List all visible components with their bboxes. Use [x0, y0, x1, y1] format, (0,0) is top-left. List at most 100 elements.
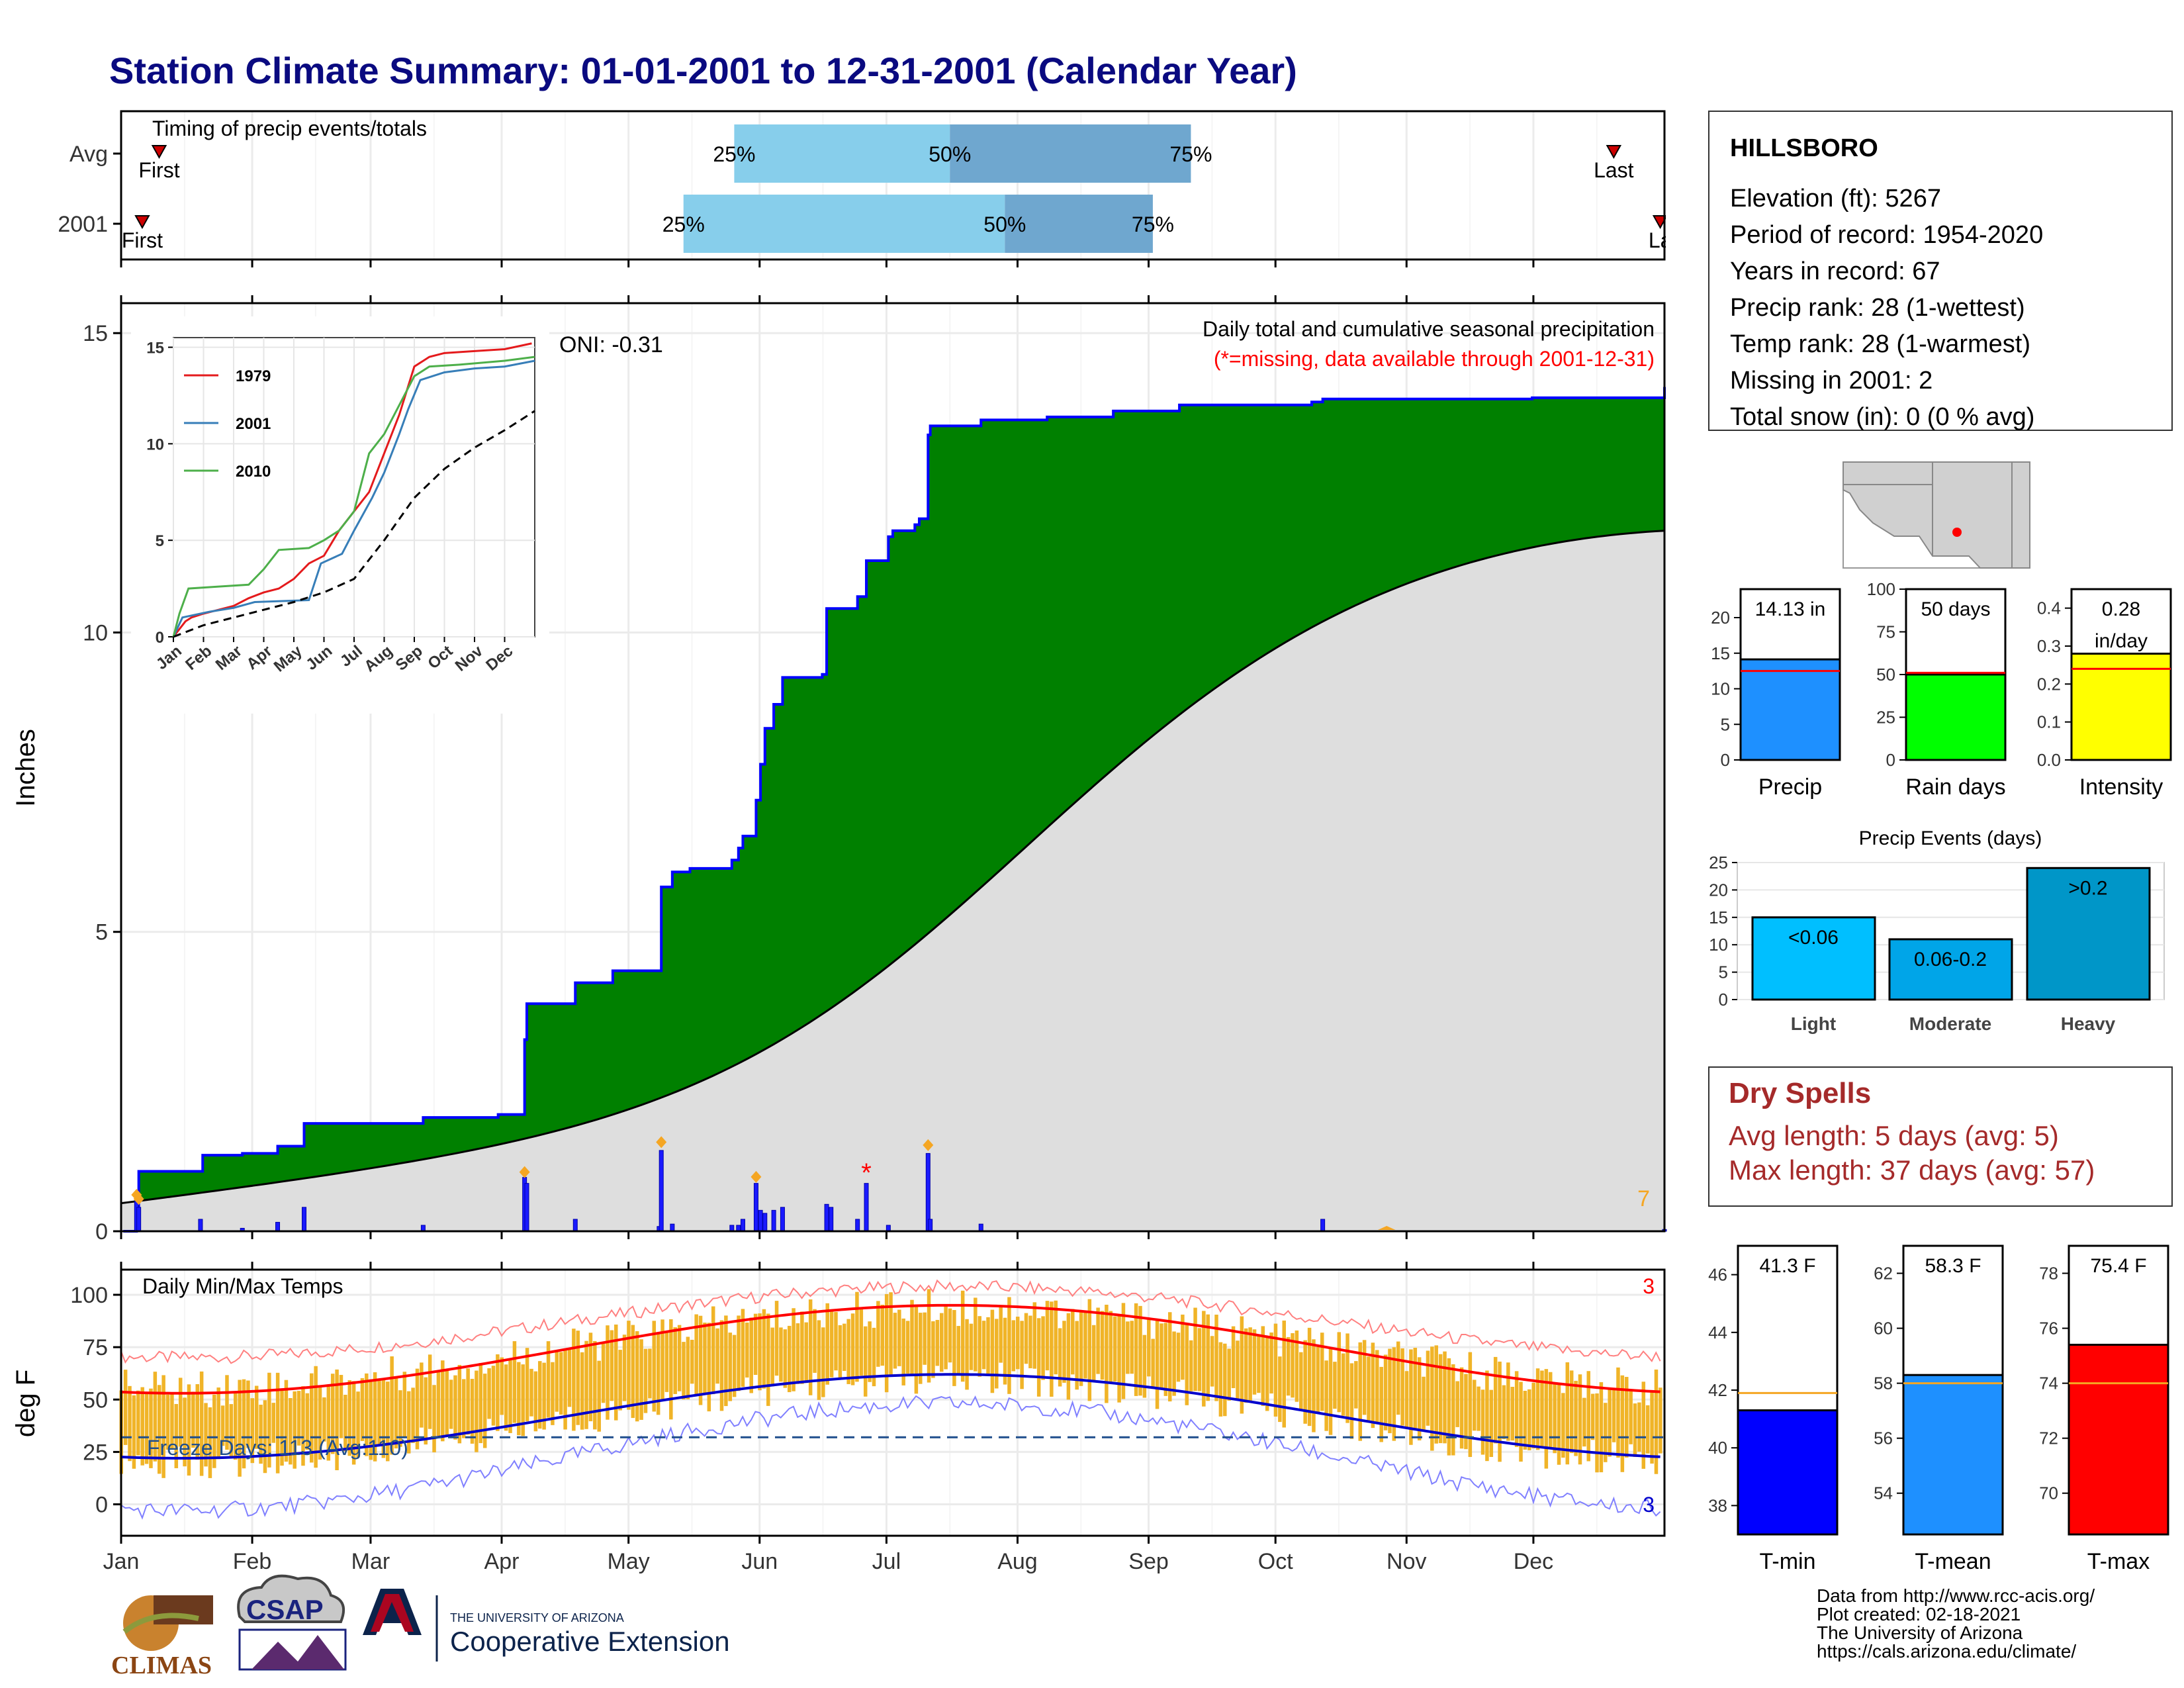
daily-temp-bar — [1354, 1361, 1358, 1409]
daily-temp-bar — [884, 1293, 889, 1393]
daily-temp-bar — [289, 1398, 293, 1465]
daily-temp-bar — [1007, 1297, 1011, 1394]
daily-temp-bar — [698, 1315, 703, 1405]
daily-temp-bar — [1181, 1314, 1185, 1380]
daily-temp-bar — [745, 1322, 749, 1378]
mini-bar-value: 50 days — [1921, 598, 1990, 620]
precip-event-bar-label: 0.06-0.2 — [1914, 949, 1987, 970]
daily-temp-bar — [1071, 1309, 1075, 1375]
mini-bar-ytick-label: 15 — [1711, 643, 1730, 663]
daily-temp-bar — [1193, 1307, 1197, 1391]
daily-temp-bar — [242, 1379, 246, 1469]
daily-temp-bar — [1223, 1343, 1227, 1417]
daily-temp-bar — [301, 1386, 305, 1466]
mini-bar-ytick-label: 100 — [1867, 579, 1895, 599]
daily-temp-bar — [656, 1332, 660, 1415]
daily-temp-bar — [538, 1361, 542, 1429]
daily-temp-bar — [1105, 1304, 1109, 1403]
daily-temp-bar — [1404, 1371, 1409, 1429]
daily-temp-bar — [1206, 1314, 1210, 1401]
mini-bar-value: 0.28 — [2102, 598, 2140, 620]
ua-big-text: Cooperative Extension — [450, 1626, 730, 1657]
daily-temp-bar — [792, 1308, 796, 1391]
daily-temp-bar — [1578, 1374, 1582, 1465]
daily-temp-bar — [1388, 1348, 1392, 1434]
daily-temp-bar — [293, 1391, 296, 1469]
daily-temp-bar — [1117, 1313, 1121, 1403]
daily-temp-bar — [360, 1378, 365, 1441]
daily-temp-bar — [420, 1362, 424, 1428]
timing-bar-50-75 — [1005, 195, 1153, 253]
daily-temp-bar — [1214, 1314, 1218, 1401]
daily-temp-bar — [622, 1335, 627, 1401]
daily-temp-bar — [271, 1403, 276, 1443]
temp-bar-ytick-label: 78 — [2039, 1264, 2058, 1284]
daily-temp-bar — [335, 1369, 339, 1471]
summary-bars: 0 5 10 15 20 14.13 in Precip 0 25 50 75 100 50 days R… — [1711, 579, 2172, 800]
timing-pct-label: 75% — [1132, 212, 1174, 236]
cumulative-2001-line — [123, 387, 1666, 1233]
daily-temp-bar — [1477, 1386, 1480, 1431]
daily-precip-bar — [928, 1219, 933, 1232]
daily-temp-bar — [1604, 1403, 1608, 1462]
mini-bar-value-unit: in/day — [2095, 630, 2148, 652]
temp-bar-ytick-label: 70 — [2039, 1483, 2058, 1503]
daily-temp-bar — [310, 1373, 314, 1463]
temp-bar-label: T-min — [1760, 1549, 1816, 1574]
daily-temp-bar — [377, 1379, 381, 1444]
daily-temp-bar — [1075, 1321, 1079, 1390]
daily-temp-bar — [910, 1299, 914, 1374]
station-info-box: HILLSBORO Elevation (ft): 5267 Period of … — [1708, 111, 2173, 431]
daily-temp-bar — [1498, 1361, 1502, 1462]
temp-bar-ytick-label: 42 — [1708, 1380, 1727, 1400]
temp-bar-ytick-label: 58 — [1874, 1374, 1893, 1393]
inset-series-2001 — [172, 359, 535, 637]
first-marker — [134, 215, 150, 230]
daily-temp-bar — [610, 1330, 614, 1401]
temp-bar-ytick-label: 54 — [1874, 1483, 1893, 1503]
daily-temp-bar — [1265, 1336, 1269, 1411]
daily-temp-bar — [593, 1340, 597, 1430]
daily-temp-bar — [1003, 1317, 1007, 1385]
daily-temp-bar — [1257, 1335, 1261, 1393]
daily-temp-bar — [351, 1381, 356, 1465]
daily-temp-bar — [1417, 1357, 1422, 1440]
daily-temp-bar — [398, 1390, 402, 1447]
daily-temp-bar — [1485, 1370, 1489, 1462]
first-label: First — [122, 228, 163, 252]
daily-temp-bar — [1375, 1350, 1379, 1423]
daily-precip-bar — [740, 1219, 745, 1232]
daily-temp-bar — [280, 1389, 284, 1466]
daily-temp-bar — [1041, 1316, 1045, 1380]
daily-precip-bar — [1320, 1219, 1326, 1232]
temp-ytick-label: 75 — [83, 1335, 108, 1360]
daily-temp-bar — [161, 1375, 165, 1478]
daily-temp-bar — [153, 1372, 158, 1462]
daily-temp-bar — [132, 1395, 136, 1469]
temp-bar-label: T-max — [2087, 1549, 2150, 1574]
daily-temp-bar — [1506, 1362, 1510, 1441]
daily-temp-bar — [1167, 1312, 1172, 1402]
daily-temp-bar — [356, 1391, 360, 1458]
freeze-days: Freeze Days: 113 (Avg:110) — [147, 1436, 408, 1460]
daily-temp-bar — [664, 1332, 669, 1392]
daily-temp-bar — [614, 1324, 618, 1421]
daily-temp-bar — [1096, 1307, 1100, 1374]
mini-bar-label: Rain days — [1905, 774, 2005, 800]
inset-ytick-label: 5 — [156, 532, 164, 550]
daily-temp-bar — [1020, 1321, 1024, 1389]
timing-cover — [1666, 111, 1692, 259]
daily-temp-bar — [1650, 1389, 1654, 1464]
daily-temp-bar — [1134, 1303, 1138, 1396]
station-location-dot — [1952, 528, 1962, 537]
daily-temp-bar — [1535, 1368, 1540, 1450]
daily-temp-bar — [128, 1385, 132, 1462]
ua-logo: THE UNIVERSITY OF ARIZONA Cooperative Ex… — [363, 1589, 730, 1662]
daily-temp-bar — [1316, 1346, 1320, 1413]
precip-event-bar-label: <0.06 — [1788, 927, 1839, 949]
missing-marker: * — [861, 1158, 872, 1188]
daily-temp-bar — [563, 1350, 567, 1430]
month-label: Jun — [741, 1549, 778, 1574]
daily-temp-bar — [1586, 1371, 1590, 1462]
daily-precip-bar — [758, 1209, 763, 1232]
